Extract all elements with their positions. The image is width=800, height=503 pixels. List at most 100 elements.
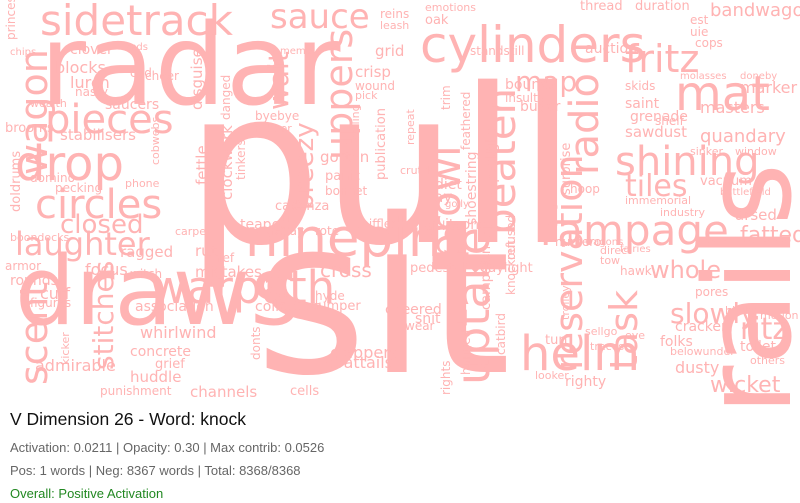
cloud-word: golly bbox=[445, 199, 469, 210]
cloud-word: hitch bbox=[725, 304, 753, 317]
cloud-word: rut bbox=[195, 242, 217, 260]
cloud-word: cud bbox=[130, 66, 152, 80]
cloud-word: immemorial bbox=[625, 194, 692, 207]
cloud-word: emotions bbox=[425, 1, 477, 14]
cloud-word: rubber bbox=[255, 122, 292, 135]
cloud-word: arsed bbox=[735, 206, 777, 224]
cloud-word: wait bbox=[262, 51, 295, 110]
activation-metrics: Activation: 0.0211 | Opacity: 0.30 | Max… bbox=[10, 440, 325, 455]
cloud-word: byebye bbox=[255, 109, 300, 123]
cloud-word: righty bbox=[565, 374, 607, 390]
cloud-word: nasty bbox=[75, 85, 109, 99]
cloud-word: memo bbox=[280, 46, 312, 57]
cloud-word: hoop bbox=[570, 182, 600, 196]
cloud-word: laughter bbox=[15, 225, 150, 263]
cloud-word: dumper bbox=[310, 299, 361, 314]
cloud-word: wear bbox=[405, 319, 435, 333]
cloud-word: cadenza bbox=[275, 199, 330, 214]
cloud-word: cheer bbox=[145, 69, 179, 83]
cloud-word: pedestal bbox=[410, 261, 466, 276]
cloud-word: publication bbox=[374, 108, 389, 180]
cloud-word: clover bbox=[70, 42, 113, 58]
cloud-word: boondocks bbox=[10, 231, 70, 244]
cloud-word: figures bbox=[30, 296, 72, 310]
cloud-word: tow bbox=[600, 254, 621, 267]
cloud-word: chief bbox=[205, 251, 235, 265]
cloud-word: looker bbox=[535, 369, 569, 382]
cloud-word: cuff bbox=[40, 284, 70, 303]
cloud-word: whirlwind bbox=[140, 323, 217, 342]
cloud-word: hyde bbox=[315, 289, 345, 303]
cloud-word: grenade bbox=[630, 109, 688, 125]
cloud-word: vacuum bbox=[700, 174, 752, 189]
cloud-word: wicket bbox=[710, 373, 781, 398]
cloud-word: princess bbox=[4, 0, 18, 40]
cloud-word: auction bbox=[585, 41, 637, 57]
cloud-word: tiles bbox=[625, 169, 688, 204]
cloud-word: buyer bbox=[520, 99, 561, 115]
cloud-word: sit bbox=[255, 172, 512, 405]
cloud-word: insults bbox=[505, 91, 545, 105]
cloud-word: chips bbox=[10, 47, 37, 58]
cloud-word: warpath bbox=[150, 261, 336, 314]
cloud-word: panic bbox=[325, 169, 361, 184]
cloud-word: rote bbox=[315, 224, 340, 238]
cloud-word: trolley bbox=[559, 285, 572, 320]
cloud-word: cylinders bbox=[420, 16, 646, 74]
cloud-word: shoestring bbox=[464, 151, 480, 225]
cloud-word: folks bbox=[660, 334, 693, 350]
cloud-word: danged bbox=[219, 74, 233, 120]
cloud-word: diet bbox=[435, 177, 462, 193]
cloud-word: standstill bbox=[470, 44, 525, 58]
cloud-word: cobwebs bbox=[149, 116, 162, 165]
cloud-word: quandary bbox=[700, 126, 786, 147]
cloud-word: breezy bbox=[290, 122, 320, 210]
cloud-word: armor bbox=[5, 259, 42, 273]
cloud-word: fritz bbox=[625, 37, 700, 81]
dimension-title: V Dimension 26 - Word: knock bbox=[10, 409, 247, 429]
cloud-word: carpet bbox=[175, 225, 211, 238]
cloud-word: dusty bbox=[675, 358, 720, 377]
cloud-word: ragged bbox=[120, 243, 174, 261]
cloud-word: molasses bbox=[680, 71, 727, 82]
cloud-word: fairies bbox=[620, 244, 651, 255]
cloud-word: lay bbox=[430, 188, 453, 206]
cloud-word: gotten bbox=[320, 148, 370, 166]
cloud-word: daylight bbox=[480, 261, 533, 276]
cloud-word: ninepins bbox=[245, 208, 470, 269]
cloud-word: helm bbox=[520, 326, 641, 382]
cloud-word: marker bbox=[740, 78, 798, 97]
cloud-word: wound bbox=[355, 79, 395, 93]
cloud-word: repeat bbox=[404, 109, 417, 145]
cloud-word: wealth bbox=[30, 97, 67, 110]
cloud-word: radar bbox=[40, 1, 341, 131]
cloud-word: stabilisers bbox=[60, 126, 136, 144]
cloud-word: sniffles bbox=[355, 217, 398, 231]
cloud-word: thread bbox=[580, 0, 623, 14]
cloud-word: feathered bbox=[459, 91, 473, 150]
cloud-word: collection bbox=[255, 299, 323, 315]
cloud-word: disguise bbox=[188, 48, 206, 110]
cloud-word: others bbox=[750, 354, 786, 367]
cloud-word: focus bbox=[85, 260, 128, 279]
cloud-word: pick bbox=[355, 89, 378, 102]
cloud-word: leash bbox=[380, 19, 410, 32]
cloud-word: toilet bbox=[740, 339, 776, 355]
cloud-word: coattails bbox=[325, 353, 393, 372]
cloud-word: est bbox=[690, 13, 709, 27]
cloud-word: pecking bbox=[55, 181, 103, 195]
cloud-word: crisp bbox=[355, 63, 391, 81]
cloud-word: pieces bbox=[45, 97, 174, 143]
caption-panel: V Dimension 26 - Word: knock Activation:… bbox=[10, 408, 790, 503]
cloud-word: cells bbox=[290, 384, 320, 399]
cloud-word: snit bbox=[415, 311, 441, 327]
cloud-word: admirable bbox=[35, 356, 116, 375]
cloud-word: wagons bbox=[585, 237, 624, 248]
cloud-word: ritz bbox=[740, 312, 789, 347]
cloud-word: doneby bbox=[740, 71, 778, 82]
cloud-word: traces bbox=[590, 340, 625, 353]
cloud-word: motion bbox=[760, 309, 799, 322]
cloud-word: saucers bbox=[105, 97, 160, 113]
word-counts: Pos: 1 words | Neg: 8367 words | Total: … bbox=[10, 463, 301, 478]
cloud-word: drop bbox=[15, 136, 124, 192]
